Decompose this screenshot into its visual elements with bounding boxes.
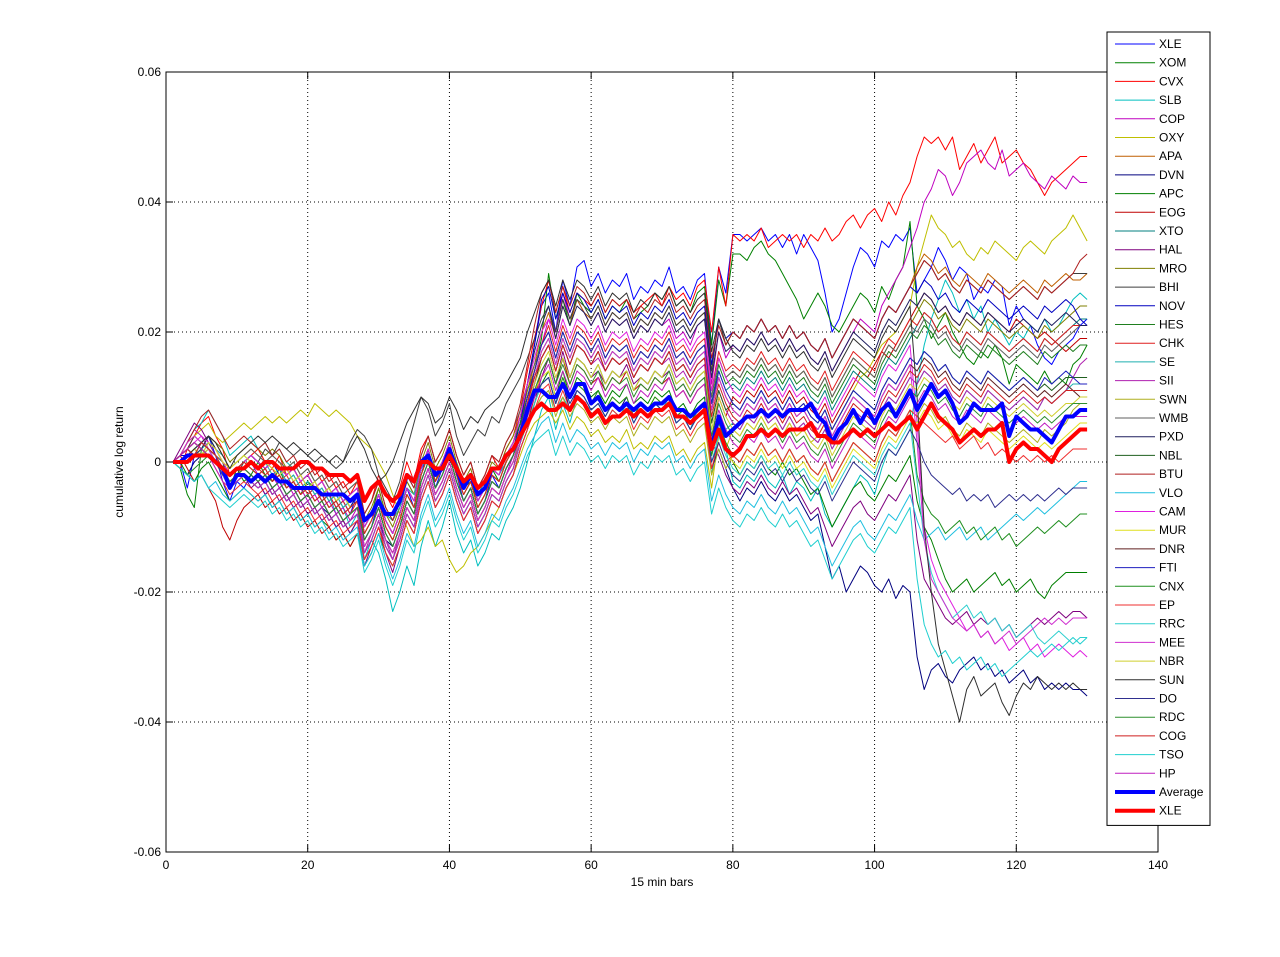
series-line-hal bbox=[172, 351, 1088, 638]
legend-label: SWN bbox=[1159, 392, 1187, 406]
series-line-oxy bbox=[172, 214, 1088, 573]
series-line-chk bbox=[172, 312, 1088, 547]
legend-box bbox=[1106, 31, 1211, 826]
y-tick-label: -0.04 bbox=[134, 715, 162, 729]
x-tick-label: 40 bbox=[443, 858, 457, 872]
legend-label: SE bbox=[1159, 355, 1175, 369]
legend-label: TSO bbox=[1159, 748, 1184, 762]
legend-label: PXD bbox=[1159, 430, 1184, 444]
legend-label: CVX bbox=[1159, 74, 1184, 88]
series-line-xle bbox=[173, 395, 1088, 503]
legend-label: NOV bbox=[1159, 299, 1185, 313]
legend-label: APC bbox=[1159, 187, 1184, 201]
legend: XLE XOM CVX SLB COP OXY APA DVN APC EOG XTO HAL MRO B… bbox=[1106, 31, 1211, 826]
series-line-hp bbox=[172, 364, 1088, 560]
series-line-btu bbox=[172, 253, 1088, 521]
legend-label: MEE bbox=[1159, 635, 1185, 649]
legend-label: BTU bbox=[1159, 467, 1183, 481]
y-axis-label: cumulative log return bbox=[112, 406, 126, 517]
x-tick-label: 140 bbox=[1148, 858, 1168, 872]
x-tick-label: 60 bbox=[584, 858, 598, 872]
legend-label: VLO bbox=[1159, 486, 1183, 500]
legend-label: XLE bbox=[1159, 804, 1182, 818]
legend-label: HES bbox=[1159, 318, 1184, 332]
series-line-ep bbox=[172, 383, 1088, 567]
legend-label: MRO bbox=[1159, 261, 1187, 275]
x-tick-label: 120 bbox=[1006, 858, 1026, 872]
legend-label: SII bbox=[1159, 374, 1174, 388]
legend-label: MUR bbox=[1159, 523, 1187, 537]
series-line-cog bbox=[172, 344, 1088, 541]
series-line-cam bbox=[172, 318, 1088, 658]
legend-label: WMB bbox=[1159, 411, 1188, 425]
legend-label: BHI bbox=[1159, 280, 1179, 294]
legend-label: HP bbox=[1159, 766, 1176, 780]
axis-ticks: 0 20 40 60 80 100 120 140 -0.06 -0.04 -0.02 0 0.02 0.… bbox=[134, 65, 1169, 872]
y-tick-label: 0.02 bbox=[138, 325, 162, 339]
series-line-sun bbox=[173, 279, 1088, 723]
x-tick-label: 80 bbox=[726, 858, 740, 872]
legend-label: HAL bbox=[1159, 243, 1183, 257]
legend-label: OXY bbox=[1159, 131, 1184, 145]
x-axis-label: 15 min bars bbox=[631, 875, 694, 889]
legend-label: EOG bbox=[1159, 205, 1186, 219]
y-tick-label: 0.04 bbox=[138, 195, 162, 209]
legend-label: FTI bbox=[1159, 561, 1177, 575]
legend-label: DVN bbox=[1159, 168, 1184, 182]
x-tick-label: 100 bbox=[865, 858, 885, 872]
legend-label: CHK bbox=[1159, 336, 1184, 350]
legend-label: NBL bbox=[1159, 448, 1183, 462]
legend-label: DO bbox=[1159, 692, 1177, 706]
series-line-vlo bbox=[172, 416, 1088, 580]
legend-label: RRC bbox=[1159, 617, 1185, 631]
legend-label: XLE bbox=[1159, 37, 1182, 51]
legend-label: CNX bbox=[1159, 579, 1184, 593]
legend-label: RDC bbox=[1159, 710, 1185, 724]
legend-label: CAM bbox=[1159, 505, 1186, 519]
legend-label: SLB bbox=[1159, 93, 1182, 107]
series-line-cvx bbox=[172, 136, 1088, 515]
x-tick-label: 20 bbox=[301, 858, 315, 872]
legend-label: APA bbox=[1159, 149, 1182, 163]
series-line-average bbox=[173, 382, 1088, 523]
legend-label: XTO bbox=[1159, 224, 1183, 238]
legend-label: COP bbox=[1159, 112, 1185, 126]
legend-label: COG bbox=[1159, 729, 1186, 743]
legend-label: NBR bbox=[1159, 654, 1185, 668]
y-tick-label: 0.06 bbox=[138, 65, 162, 79]
y-tick-label: 0 bbox=[154, 455, 161, 469]
series-line-rdc bbox=[172, 357, 1088, 547]
legend-label: DNR bbox=[1159, 542, 1185, 556]
x-tick-label: 0 bbox=[163, 858, 170, 872]
y-tick-label: -0.02 bbox=[134, 585, 162, 599]
legend-label: Average bbox=[1159, 785, 1204, 799]
series-line-tso bbox=[172, 429, 1088, 677]
y-tick-label: -0.06 bbox=[134, 845, 162, 859]
series-lines bbox=[172, 136, 1088, 723]
legend-label: EP bbox=[1159, 598, 1175, 612]
legend-label: XOM bbox=[1159, 56, 1186, 70]
legend-label: SUN bbox=[1159, 673, 1184, 687]
